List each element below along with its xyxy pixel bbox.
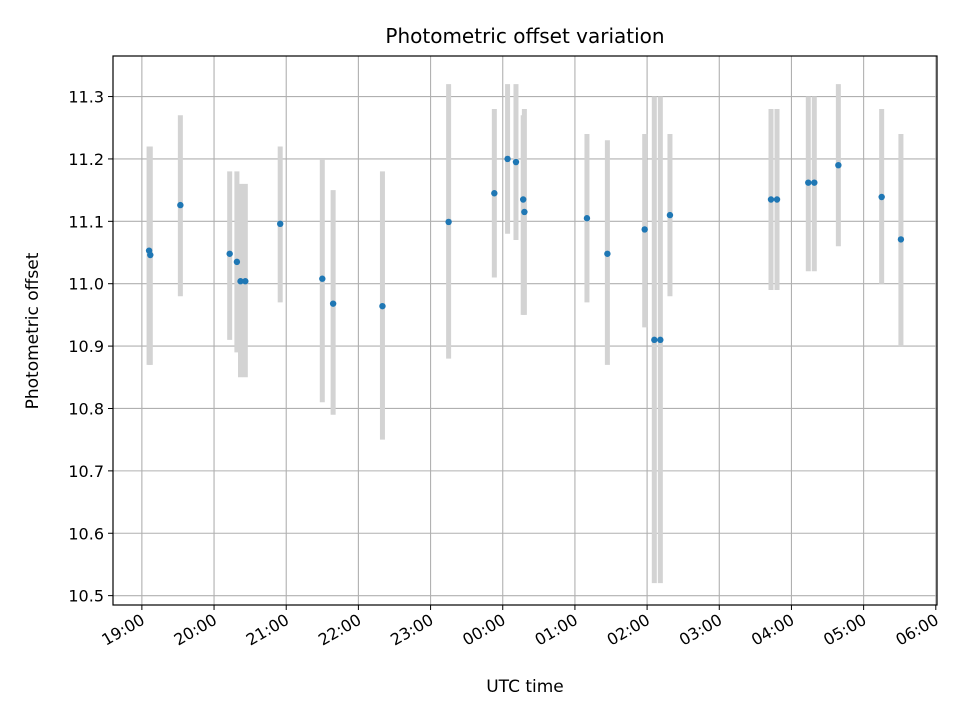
plot-frame <box>112 55 938 606</box>
chart-title: Photometric offset variation <box>385 24 664 48</box>
data-point <box>504 155 511 163</box>
data-point <box>521 208 528 216</box>
y-tick-label: 11.0 <box>68 275 104 294</box>
data-point <box>897 236 905 243</box>
data-point <box>226 250 233 257</box>
data-point <box>666 211 674 219</box>
y-tick-label: 10.7 <box>68 462 104 481</box>
y-axis-label: Photometric offset <box>23 252 43 409</box>
data-point <box>147 251 154 259</box>
data-point <box>177 201 184 209</box>
data-point <box>878 193 885 201</box>
y-axis-ticks: 10.5 10.6 10.7 10.8 10.9 11.0 11.1 11.2 11.3 <box>68 88 113 606</box>
data-point <box>237 278 244 285</box>
data-point <box>657 336 664 344</box>
data-point <box>767 196 775 203</box>
data-point <box>604 250 611 257</box>
data-point <box>641 226 648 233</box>
data-point <box>233 258 241 266</box>
y-tick-label: 10.6 <box>68 524 104 543</box>
y-tick-label: 11.2 <box>68 150 104 169</box>
data-point <box>583 215 591 222</box>
data-point <box>519 196 527 203</box>
data-point <box>329 300 337 307</box>
y-tick-label: 10.5 <box>68 587 104 606</box>
data-point <box>445 218 452 226</box>
y-tick-label: 10.9 <box>68 337 104 356</box>
y-tick-label: 10.8 <box>68 399 104 418</box>
x-axis-label: UTC time <box>486 677 564 697</box>
data-point <box>242 278 249 285</box>
y-tick-label: 11.3 <box>68 88 104 107</box>
data-point <box>805 179 812 186</box>
data-point <box>379 302 386 310</box>
data-point <box>319 275 326 282</box>
data-point <box>512 158 520 166</box>
data-points <box>145 155 905 344</box>
data-point <box>811 179 818 186</box>
y-tick-label: 11.1 <box>68 212 104 231</box>
data-point <box>835 161 842 169</box>
data-point <box>277 220 284 228</box>
data-point <box>651 336 658 344</box>
data-point <box>773 196 781 203</box>
data-point <box>491 190 498 197</box>
